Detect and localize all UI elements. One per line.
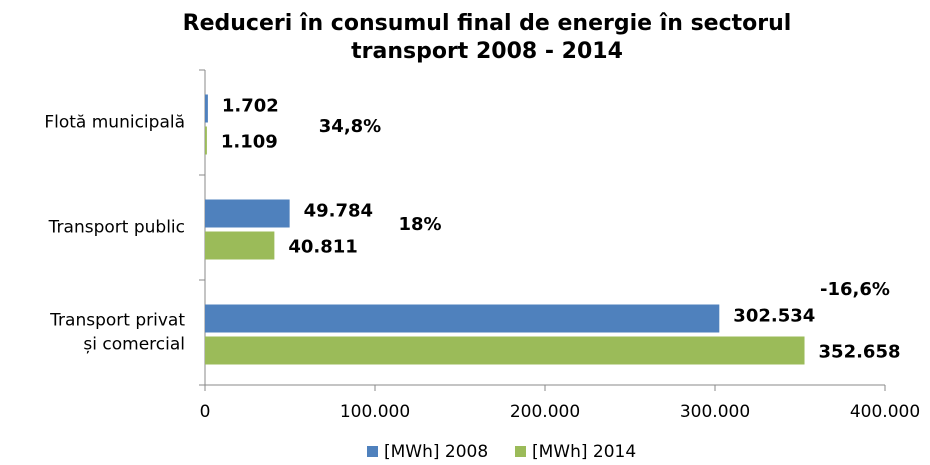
- bar: [205, 199, 290, 228]
- legend-label: [MWh] 2014: [532, 442, 636, 462]
- value-label: 352.658: [819, 342, 901, 363]
- bar: [205, 94, 208, 123]
- annotation: -16,6%: [820, 279, 890, 300]
- y-tick-label: Transport public: [48, 218, 185, 238]
- value-label: 1.702: [222, 96, 279, 117]
- bar: [205, 304, 720, 333]
- legend-swatch: [515, 446, 526, 457]
- value-label: 40.811: [288, 237, 357, 258]
- value-label: 49.784: [304, 201, 373, 222]
- value-label: 302.534: [733, 306, 815, 327]
- bar: [205, 231, 275, 260]
- x-tick-label: 0: [200, 402, 211, 422]
- annotation: 18%: [398, 214, 441, 235]
- bar: [205, 336, 805, 365]
- x-tick-label: 300.000: [680, 402, 750, 422]
- annotation: 34,8%: [319, 116, 381, 137]
- bar: [205, 126, 207, 155]
- y-tick-label: Transport privat și comercial: [49, 311, 185, 355]
- x-tick-label: 400.000: [850, 402, 920, 422]
- value-label: 1.109: [221, 132, 278, 153]
- chart-title: Reduceri în consumul final de energie în…: [183, 11, 792, 64]
- x-tick-label: 100.000: [340, 402, 410, 422]
- x-tick-label: 200.000: [510, 402, 580, 422]
- legend-label: [MWh] 2008: [384, 442, 488, 462]
- legend-swatch: [367, 446, 378, 457]
- y-tick-label: Flotă municipală: [44, 113, 185, 133]
